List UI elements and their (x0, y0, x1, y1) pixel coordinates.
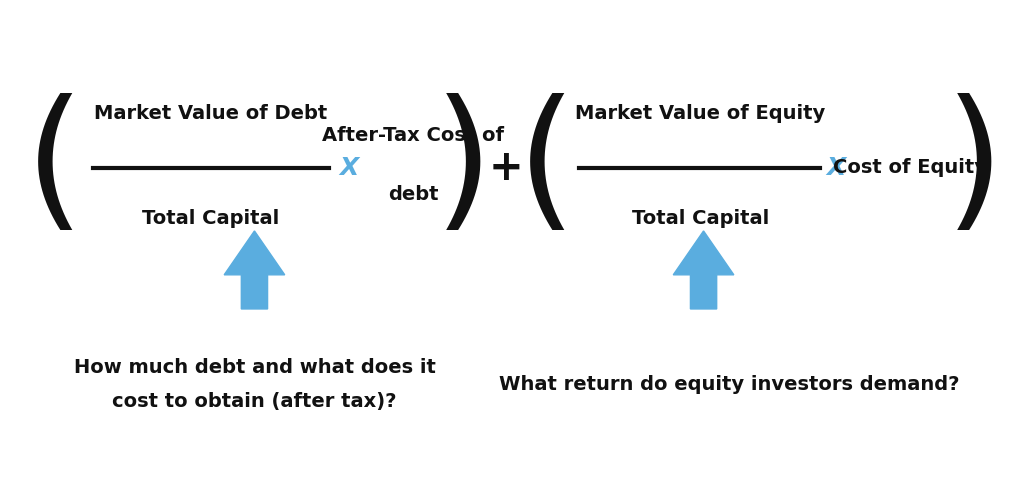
Polygon shape (224, 231, 285, 309)
Text: How much debt and what does it: How much debt and what does it (74, 358, 435, 377)
Text: ): ) (433, 93, 494, 242)
Polygon shape (673, 231, 734, 309)
Text: debt: debt (388, 185, 438, 204)
Text: Total Capital: Total Capital (632, 209, 769, 228)
Text: Cost of Equity: Cost of Equity (834, 158, 987, 177)
Text: X: X (826, 156, 846, 180)
Text: cost to obtain (after tax)?: cost to obtain (after tax)? (113, 392, 396, 411)
Text: What return do equity investors demand?: What return do equity investors demand? (499, 375, 959, 394)
Text: X: X (340, 156, 359, 180)
Text: Total Capital: Total Capital (142, 209, 280, 228)
Text: Market Value of Equity: Market Value of Equity (575, 104, 825, 124)
Text: After-Tax Cost of: After-Tax Cost of (322, 126, 504, 145)
Text: +: + (488, 146, 523, 188)
Text: (: ( (25, 93, 84, 242)
Text: Market Value of Debt: Market Value of Debt (94, 104, 328, 124)
Text: (: ( (517, 93, 577, 242)
Text: ): ) (945, 93, 1005, 242)
